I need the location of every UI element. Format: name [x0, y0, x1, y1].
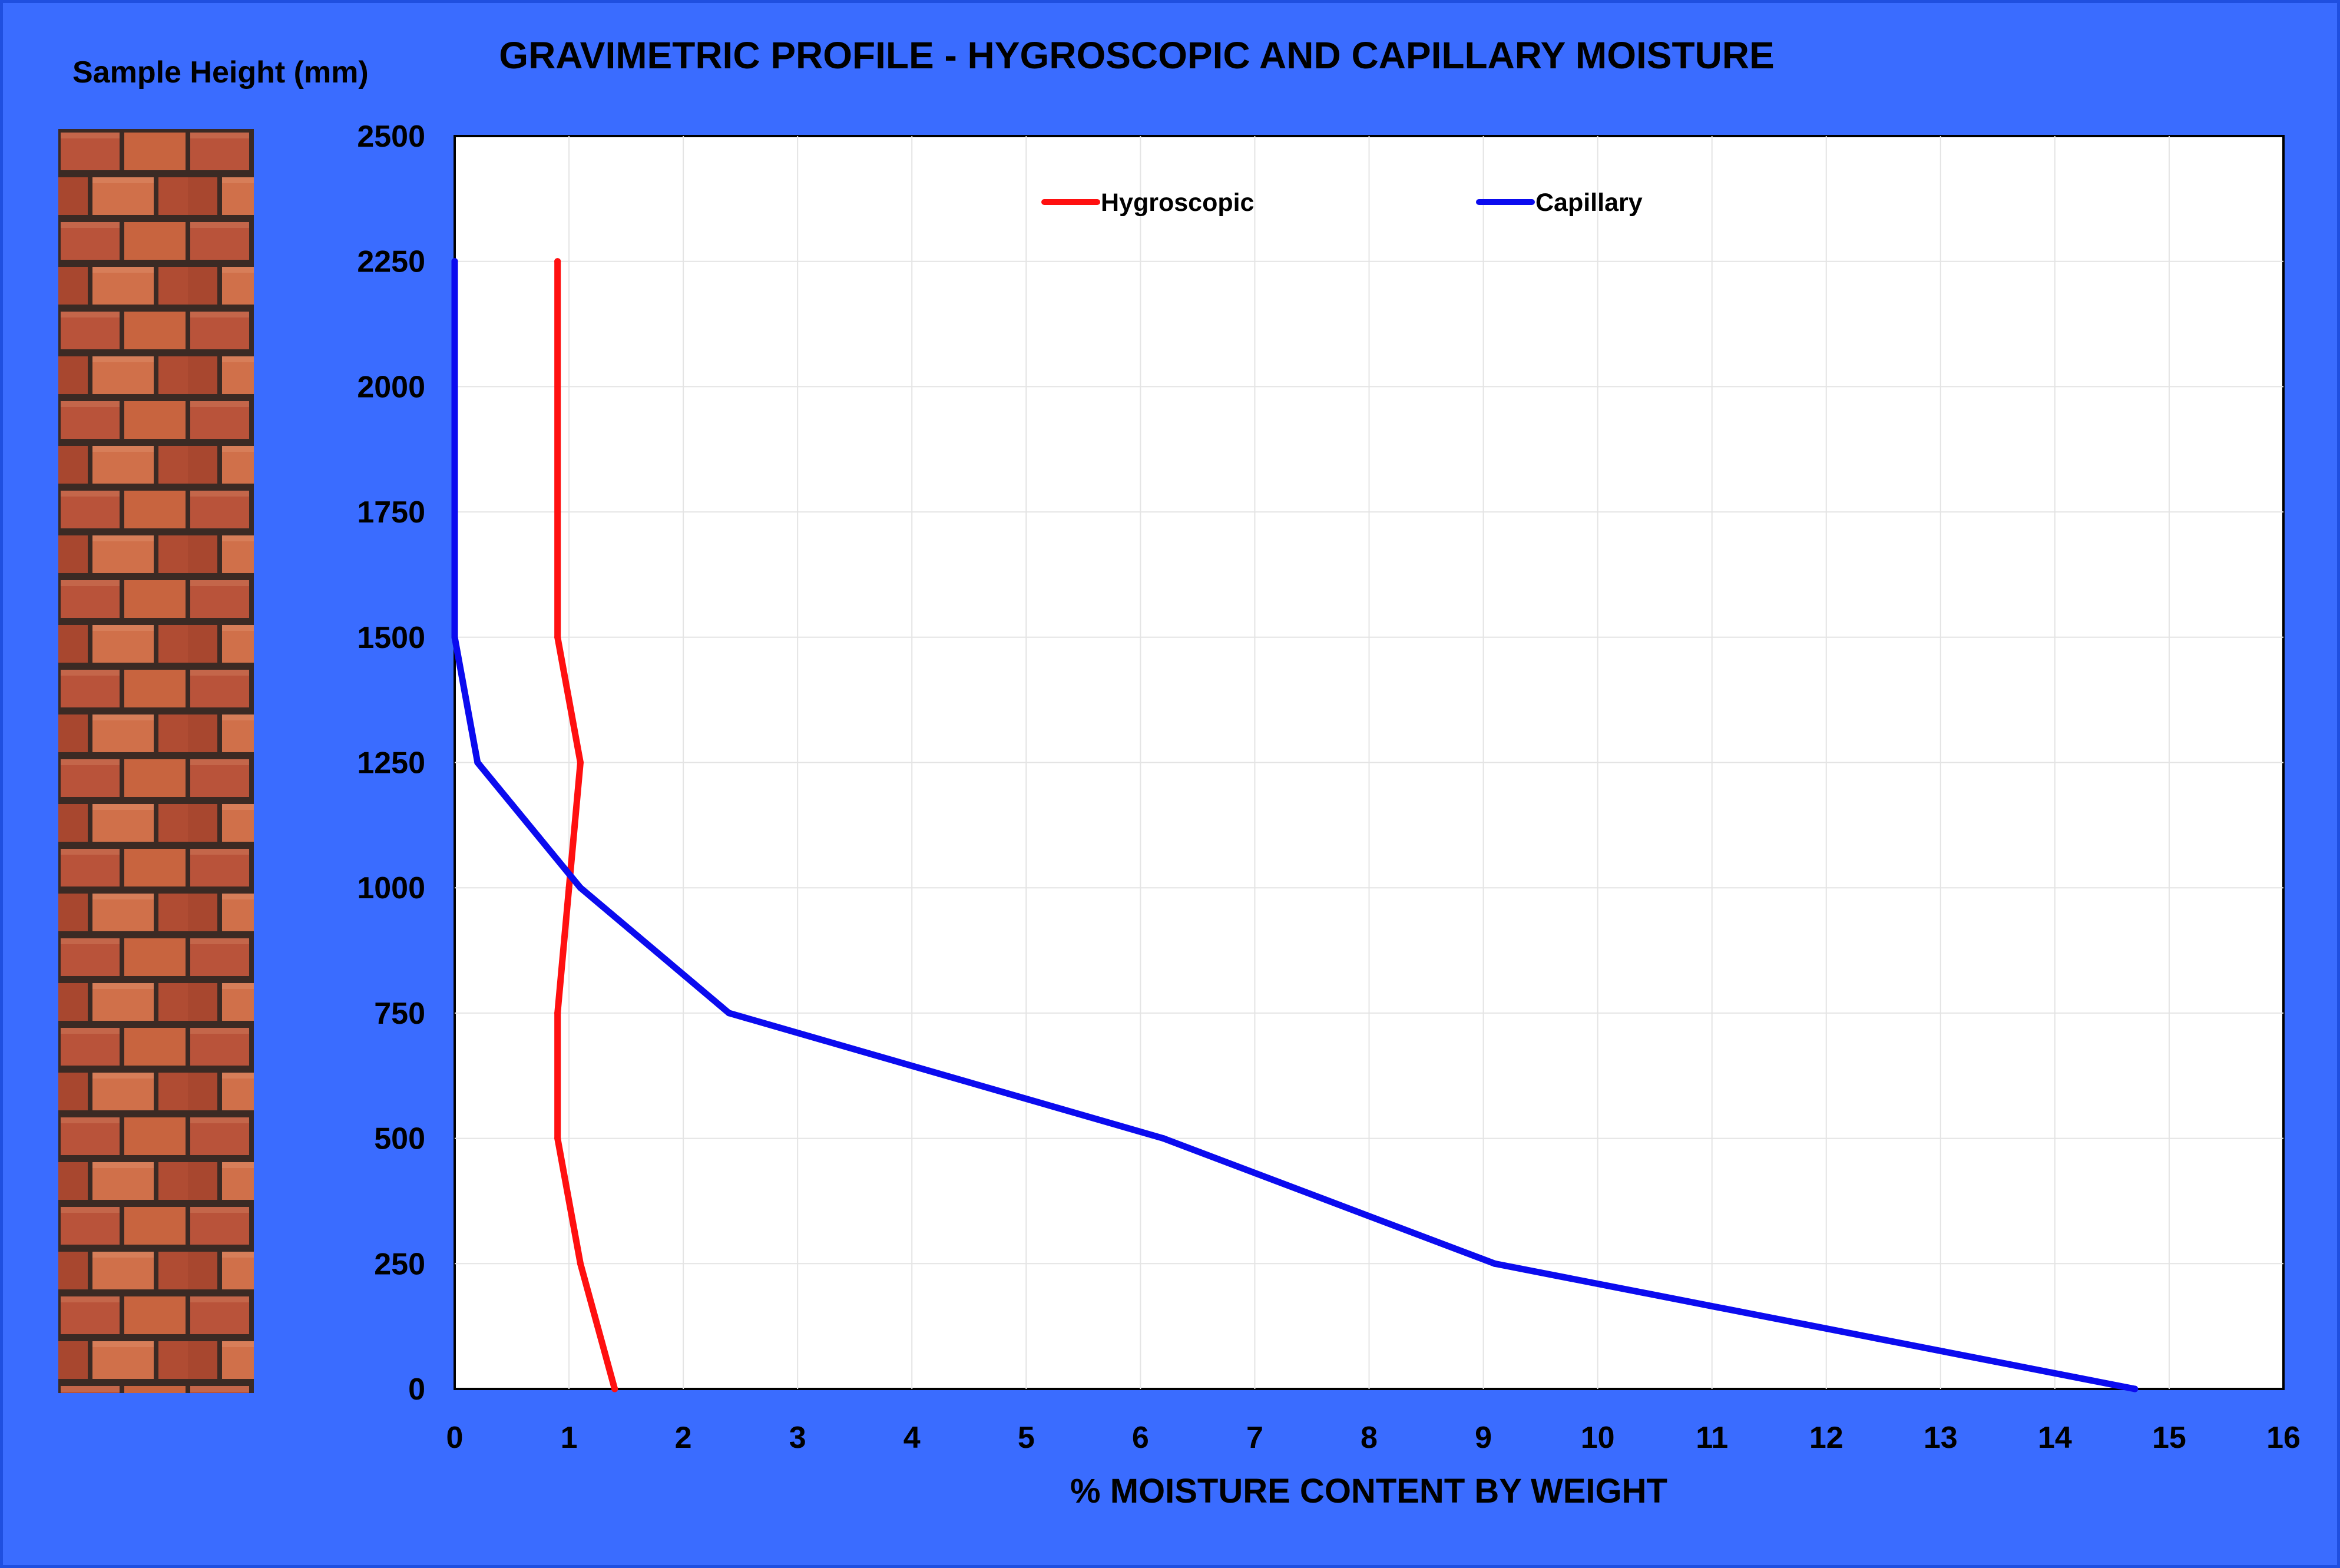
x-tick-label: 6: [1132, 1421, 1149, 1455]
y-tick-label: 1250: [357, 746, 425, 780]
brick-wall-image: [58, 129, 254, 1393]
x-tick-label: 5: [1018, 1421, 1035, 1455]
data-point-hygroscopic: [554, 1010, 561, 1017]
data-point-capillary: [726, 1010, 733, 1017]
data-point-capillary: [577, 884, 584, 891]
x-tick-label: 2: [675, 1421, 692, 1455]
x-tick-label: 16: [2266, 1421, 2301, 1455]
chart-area: 0 1 2 3 4 5 6 7 8 9 10 11 12 13 14 15 160250500750100012…: [357, 120, 2301, 1510]
x-tick-label: 0: [446, 1421, 464, 1455]
data-point-hygroscopic: [554, 1135, 561, 1142]
x-tick-label: 12: [1809, 1421, 1843, 1455]
x-tick-label: 3: [789, 1421, 806, 1455]
data-point-hygroscopic: [565, 884, 572, 891]
x-tick-label: 1: [561, 1421, 578, 1455]
y-axis-title: Sample Height (mm): [72, 55, 369, 90]
y-tick-label: 1000: [357, 871, 425, 905]
x-tick-label: 11: [1696, 1421, 1728, 1455]
data-point-hygroscopic: [577, 1260, 584, 1267]
data-point-capillary: [2132, 1385, 2139, 1392]
legend: Hygroscopic Capillary: [1041, 188, 1643, 217]
y-tick-label: 2000: [357, 370, 425, 404]
y-tick-label: 750: [374, 997, 425, 1031]
data-point-hygroscopic: [611, 1385, 618, 1392]
data-point-hygroscopic: [554, 634, 561, 641]
data-point-hygroscopic: [577, 759, 584, 766]
data-point-capillary: [451, 258, 458, 265]
y-tick-label: 2500: [357, 120, 425, 154]
data-point-capillary: [451, 634, 458, 641]
x-tick-label: 7: [1246, 1421, 1263, 1455]
x-axis-title: % MOISTURE CONTENT BY WEIGHT: [1070, 1472, 1667, 1510]
x-tick-label: 9: [1475, 1421, 1492, 1455]
data-point-capillary: [1160, 1135, 1167, 1142]
x-tick-label: 10: [1581, 1421, 1615, 1455]
chart-title: GRAVIMETRIC PROFILE - HYGROSCOPIC AND CA…: [499, 34, 1775, 77]
y-tick-label: 500: [374, 1122, 425, 1156]
y-tick-label: 0: [408, 1372, 425, 1407]
data-point-hygroscopic: [554, 258, 561, 265]
y-tick-label: 1500: [357, 621, 425, 655]
y-tick-label: 1750: [357, 495, 425, 530]
x-tick-label: 15: [2152, 1421, 2186, 1455]
x-tick-label: 4: [903, 1421, 921, 1455]
legend-hygroscopic-label: Hygroscopic: [1101, 188, 1254, 217]
x-tick-label: 13: [1924, 1421, 1958, 1455]
series-line-capillary: [451, 258, 2139, 1392]
legend-capillary-label: Capillary: [1535, 188, 1643, 217]
x-tick-label: 8: [1361, 1421, 1378, 1455]
y-tick-label: 2250: [357, 245, 425, 279]
y-tick-label: 250: [374, 1247, 425, 1281]
x-tick-label: 14: [2038, 1421, 2072, 1455]
data-point-capillary: [1491, 1260, 1498, 1267]
series-line-hygroscopic: [554, 258, 618, 1392]
data-point-capillary: [474, 759, 481, 766]
